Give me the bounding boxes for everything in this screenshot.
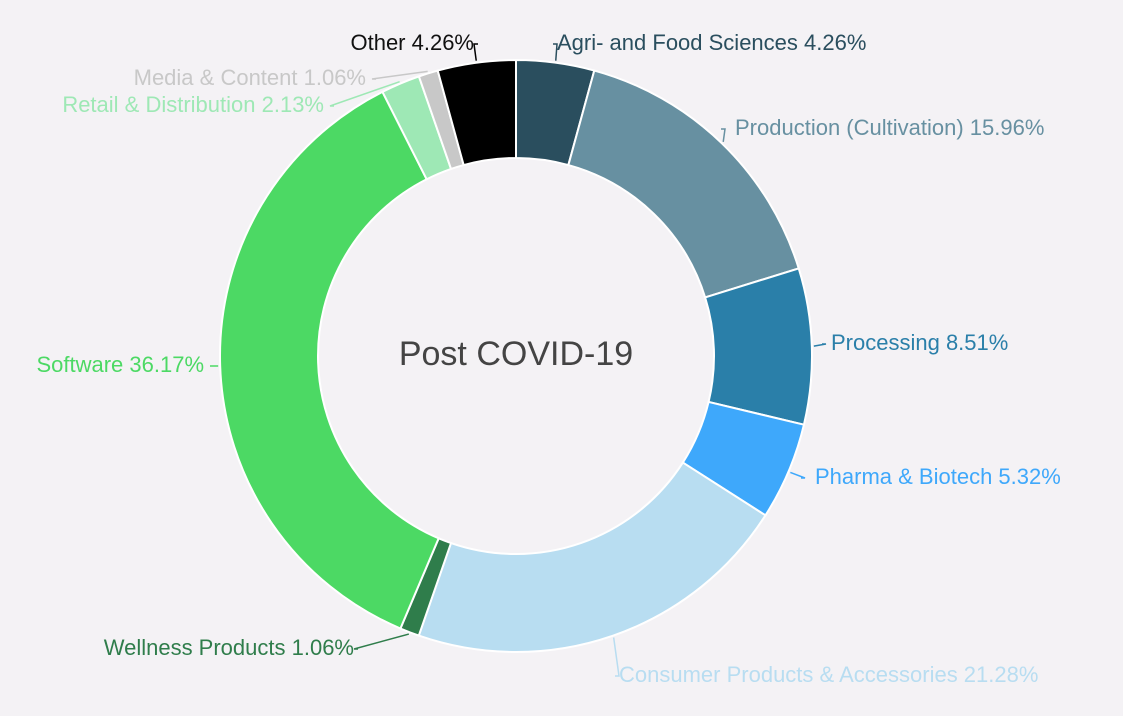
labels-layer: Agri- and Food Sciences 4.26% Production … — [36, 30, 1060, 687]
data-label-software: Software 36.17% — [36, 352, 204, 377]
slice-production-cultivation[interactable] — [567, 69, 800, 299]
leader-line-retail-distribution — [329, 80, 400, 107]
data-label-media-content: Media & Content 1.06% — [134, 65, 366, 90]
slice-software[interactable] — [219, 90, 440, 630]
data-label-pharma-biotech: Pharma & Biotech 5.32% — [815, 464, 1061, 489]
leader-line-media-content — [371, 70, 428, 80]
leader-line-wellness-products — [353, 633, 410, 650]
leader-lines-layer — [209, 43, 827, 677]
data-label-retail-distribution: Retail & Distribution 2.13% — [62, 92, 324, 117]
leader-line-pharma-biotech — [790, 471, 806, 479]
leader-line-consumer-products-accessories — [612, 637, 620, 677]
slice-processing[interactable] — [703, 267, 813, 426]
leader-line-agri-and-food-sciences — [553, 43, 558, 61]
slices-layer — [219, 58, 813, 654]
slice-other[interactable] — [436, 58, 517, 167]
center-label: Post COVID-19 — [399, 335, 633, 373]
data-label-agri-and-food-sciences: Agri- and Food Sciences 4.26% — [557, 30, 866, 55]
data-label-wellness-products: Wellness Products 1.06% — [104, 635, 354, 660]
data-label-consumer-products-accessories: Consumer Products & Accessories 21.28% — [619, 662, 1038, 687]
leader-line-production-cultivation — [721, 128, 726, 142]
leader-line-other — [473, 43, 478, 61]
leader-line-processing — [813, 343, 827, 347]
data-label-production-cultivation: Production (Cultivation) 15.96% — [735, 115, 1044, 140]
slice-consumer-products-accessories[interactable] — [417, 461, 767, 654]
data-label-processing: Processing 8.51% — [831, 330, 1008, 355]
data-label-other: Other 4.26% — [350, 30, 474, 55]
